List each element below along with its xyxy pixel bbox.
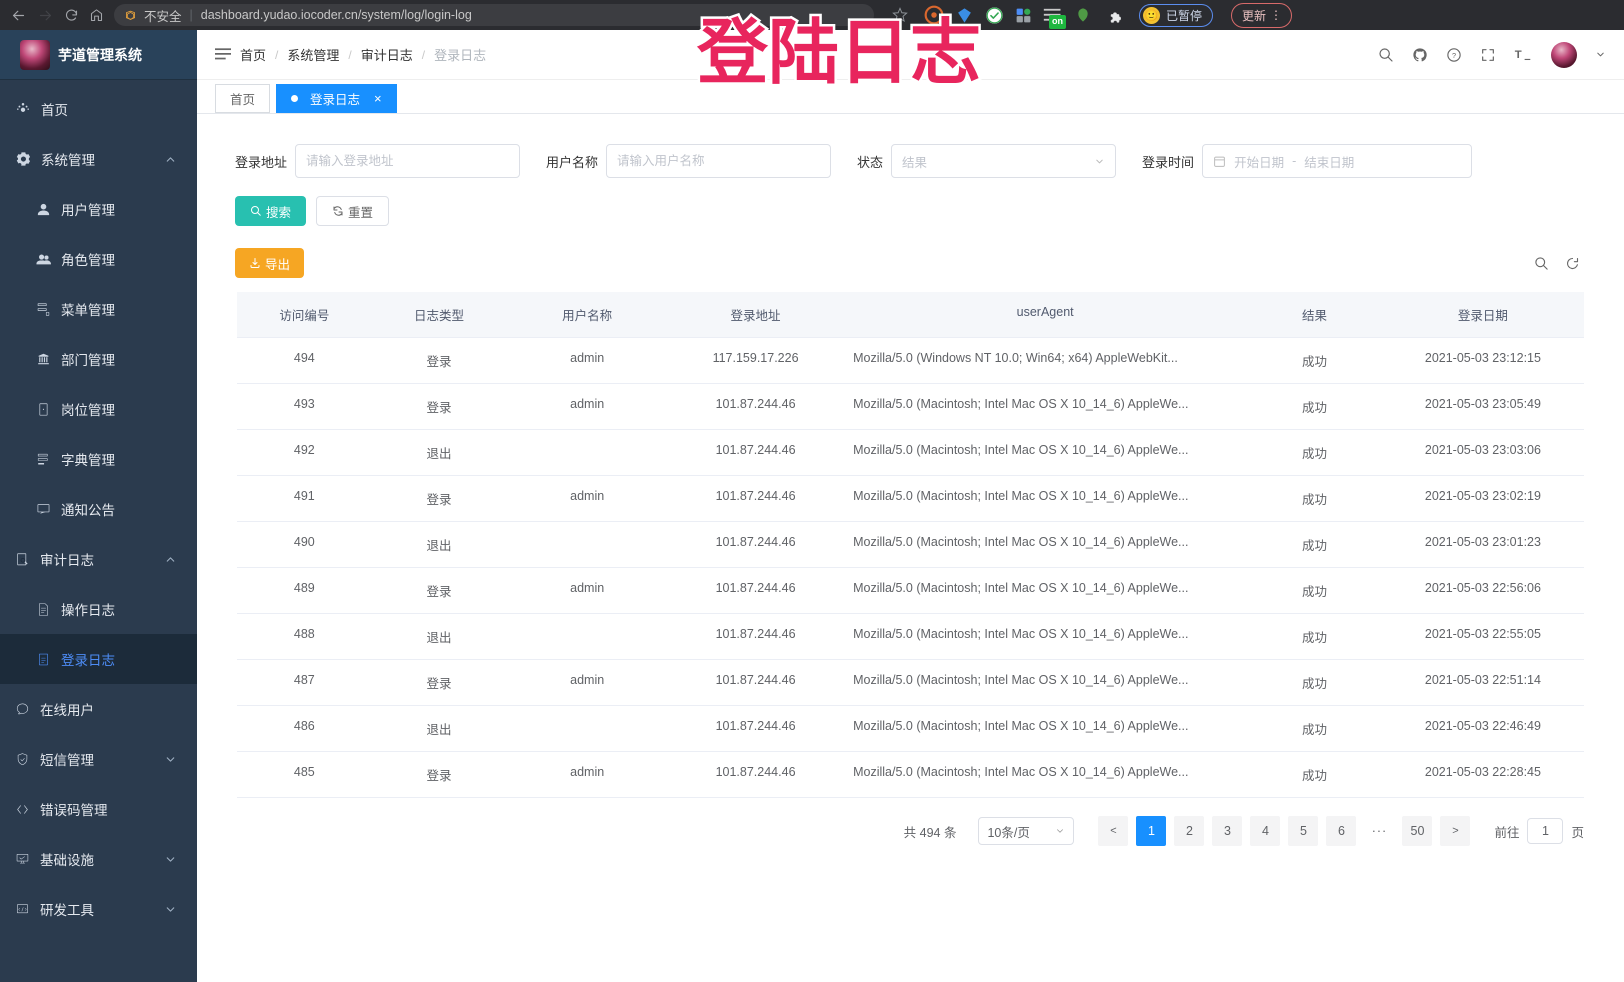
svg-text:?: ?: [1452, 50, 1456, 59]
svg-text:T: T: [1515, 49, 1522, 61]
